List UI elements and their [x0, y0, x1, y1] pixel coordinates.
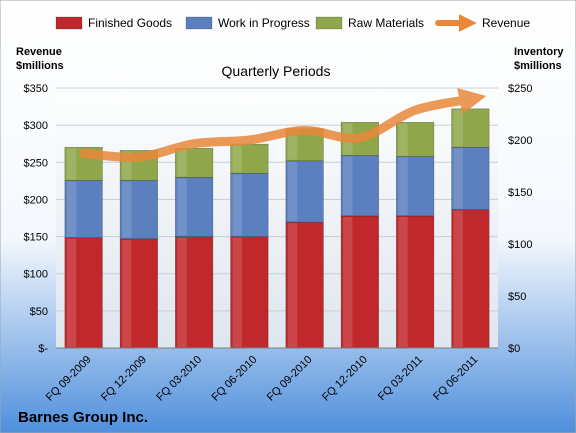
bar-finished-goods — [285, 221, 324, 349]
bar-highlight — [287, 161, 298, 222]
bar-work-in-progress — [64, 180, 103, 239]
bar-highlight — [232, 145, 242, 173]
legend-label: Revenue — [482, 16, 530, 30]
legend-item: Work in Progress — [185, 16, 310, 30]
bar-highlight — [66, 238, 77, 347]
chart-subtitle: Quarterly Periods — [222, 63, 331, 79]
left-axis-title-line: Revenue — [16, 46, 62, 58]
bar-finished-goods — [230, 236, 269, 349]
bar-highlight — [453, 148, 463, 209]
bar-highlight — [398, 216, 408, 347]
legend-label: Work in Progress — [218, 16, 310, 30]
bar-highlight — [343, 156, 353, 215]
bar-highlight — [287, 129, 298, 160]
bar-work-in-progress — [230, 172, 269, 238]
right-tick-label: $0 — [508, 343, 520, 355]
bar-finished-goods — [119, 238, 158, 349]
right-tick-label: $150 — [508, 187, 532, 199]
bar-highlight — [177, 149, 187, 177]
bar-highlight — [343, 216, 353, 347]
legend-item: Revenue — [435, 14, 530, 32]
legend-swatch — [185, 16, 213, 30]
bar-raw-materials — [175, 148, 214, 178]
legend: Finished Goods Work in Progress Raw Materi… — [55, 14, 530, 32]
bar-work-in-progress — [451, 146, 490, 210]
right-axis-title-line: Inventory — [514, 46, 564, 58]
revenue-line — [79, 88, 487, 162]
bar-highlight — [287, 223, 298, 347]
left-tick-label: $300 — [24, 120, 48, 132]
left-axis-ticks: $- $50 $100 $150 $200 $250 $300 $350 — [24, 83, 49, 355]
bar-highlight — [177, 178, 187, 236]
bar-highlight — [232, 174, 242, 236]
right-tick-label: $50 — [508, 291, 526, 303]
company-name: Barnes Group Inc. — [18, 409, 148, 426]
bar-work-in-progress — [285, 160, 324, 223]
right-axis-title: Inventory $millions — [514, 46, 564, 72]
bar-raw-materials — [451, 108, 490, 148]
legend-swatch — [55, 16, 83, 30]
right-axis-title-line: $millions — [514, 60, 562, 72]
bar-highlight — [453, 210, 463, 347]
bar-highlight — [232, 237, 242, 347]
bar-work-in-progress — [119, 180, 158, 240]
left-axis-title-line: $millions — [16, 60, 64, 72]
legend-item: Finished Goods — [55, 16, 172, 30]
bar-highlight — [122, 239, 132, 347]
right-axis-ticks: $0 $50 $100 $150 $200 $250 — [508, 83, 532, 355]
bar-work-in-progress — [340, 155, 379, 217]
left-tick-label: $100 — [24, 269, 48, 281]
bar-highlight — [66, 181, 77, 237]
bar-highlight — [398, 123, 408, 156]
bar-highlight — [453, 109, 463, 147]
bar-finished-goods — [64, 237, 103, 349]
legend-item: Raw Materials — [315, 16, 424, 30]
left-tick-label: $200 — [24, 194, 48, 206]
bar-finished-goods — [451, 209, 490, 349]
right-tick-label: $100 — [508, 239, 532, 251]
right-tick-label: $250 — [508, 83, 532, 95]
bar-highlight — [398, 157, 408, 215]
revenue-line-path — [79, 88, 487, 162]
bar-highlight — [122, 181, 132, 238]
left-tick-label: $350 — [24, 83, 48, 95]
legend-label: Raw Materials — [348, 16, 424, 30]
bar-highlight — [66, 148, 77, 180]
bar-finished-goods — [175, 236, 214, 349]
legend-swatch — [315, 16, 343, 30]
bar-highlight — [122, 151, 132, 180]
bar-work-in-progress — [396, 156, 435, 217]
left-tick-label: $50 — [30, 306, 48, 318]
left-tick-label: $250 — [24, 157, 48, 169]
legend-label: Finished Goods — [88, 16, 172, 30]
right-tick-label: $200 — [508, 135, 532, 147]
left-tick-label: $- — [38, 343, 48, 355]
left-tick-label: $150 — [24, 232, 48, 244]
bar-raw-materials — [396, 122, 435, 157]
bar-highlight — [177, 237, 187, 347]
left-axis-title: Revenue $millions — [16, 46, 64, 72]
